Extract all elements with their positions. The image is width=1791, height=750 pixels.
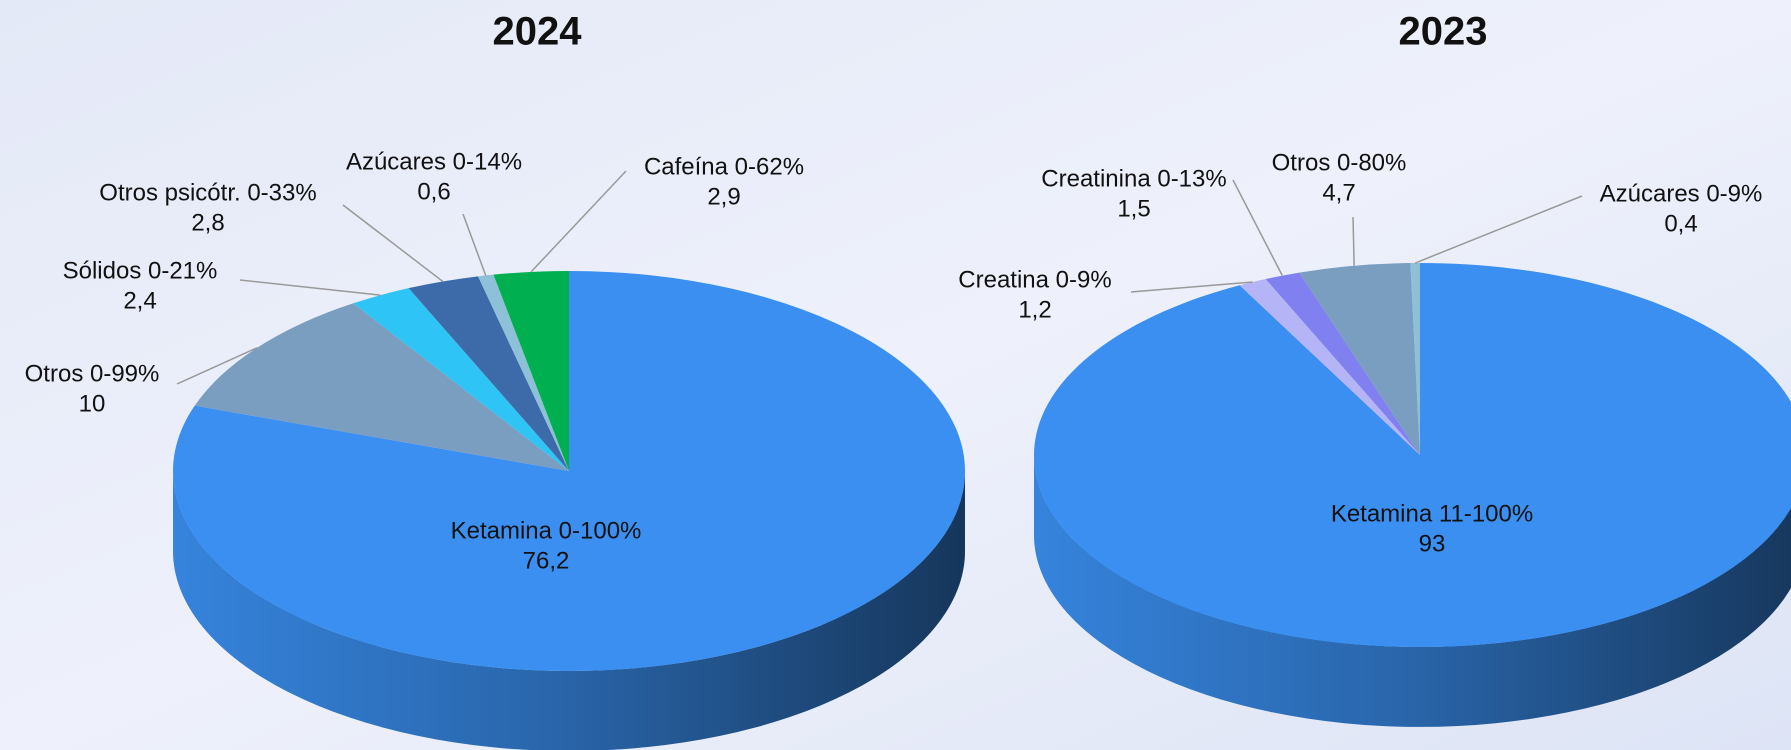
- leader-line: [1232, 179, 1284, 276]
- slice-label: Sólidos 0-21%: [63, 257, 218, 284]
- pie-slice: [1265, 272, 1420, 455]
- pie-slice: [493, 271, 569, 471]
- leader-line: [1352, 216, 1355, 266]
- value-label: 10: [79, 390, 106, 417]
- value-label: 0,6: [417, 178, 450, 205]
- pie-slice: [172, 271, 965, 672]
- pie-slice: [1299, 263, 1420, 455]
- slice-label: Azúcares 0-9%: [1600, 180, 1763, 207]
- value-label: 93: [1419, 530, 1446, 557]
- leader-line: [176, 347, 258, 385]
- leader-line: [1130, 281, 1253, 293]
- wall-shade: [1034, 455, 1791, 727]
- pie-slice: [1410, 263, 1420, 455]
- chart-title: 2024: [493, 10, 583, 54]
- pie-slice: [1239, 279, 1420, 455]
- value-label: 1,5: [1117, 195, 1150, 222]
- pie-slice: [1034, 263, 1791, 647]
- pie-slice: [408, 276, 569, 471]
- value-label: 2,9: [707, 183, 740, 210]
- slice-label: Otros 0-80%: [1272, 149, 1407, 176]
- leader-line: [530, 170, 627, 273]
- value-label: 1,2: [1018, 296, 1051, 323]
- value-label: 2,8: [191, 209, 224, 236]
- leader-line: [1414, 195, 1583, 264]
- leader-line: [462, 213, 487, 276]
- slice-label: Creatinina 0-13%: [1041, 165, 1226, 192]
- slice-label: Ketamina 0-100%: [451, 517, 642, 544]
- slice-label: Creatina 0-9%: [958, 266, 1111, 293]
- value-label: 2,4: [123, 287, 156, 314]
- value-label: 4,7: [1322, 179, 1355, 206]
- pie-slice: [478, 274, 569, 471]
- leader-line: [239, 279, 381, 296]
- pie-slice: [194, 303, 569, 471]
- value-label: 76,2: [523, 547, 570, 574]
- slice-label: Cafeína 0-62%: [644, 153, 804, 180]
- chart-title: 2023: [1399, 10, 1488, 54]
- slice-label: Otros 0-99%: [25, 360, 160, 387]
- slice-label: Azúcares 0-14%: [346, 148, 522, 175]
- pie-slice: [353, 288, 569, 471]
- value-label: 0,4: [1664, 210, 1697, 237]
- slice-label: Otros psicótr. 0-33%: [99, 179, 316, 206]
- leader-line: [342, 204, 444, 283]
- slice-label: Ketamina 11-100%: [1331, 500, 1533, 527]
- wall-shade: [173, 471, 965, 750]
